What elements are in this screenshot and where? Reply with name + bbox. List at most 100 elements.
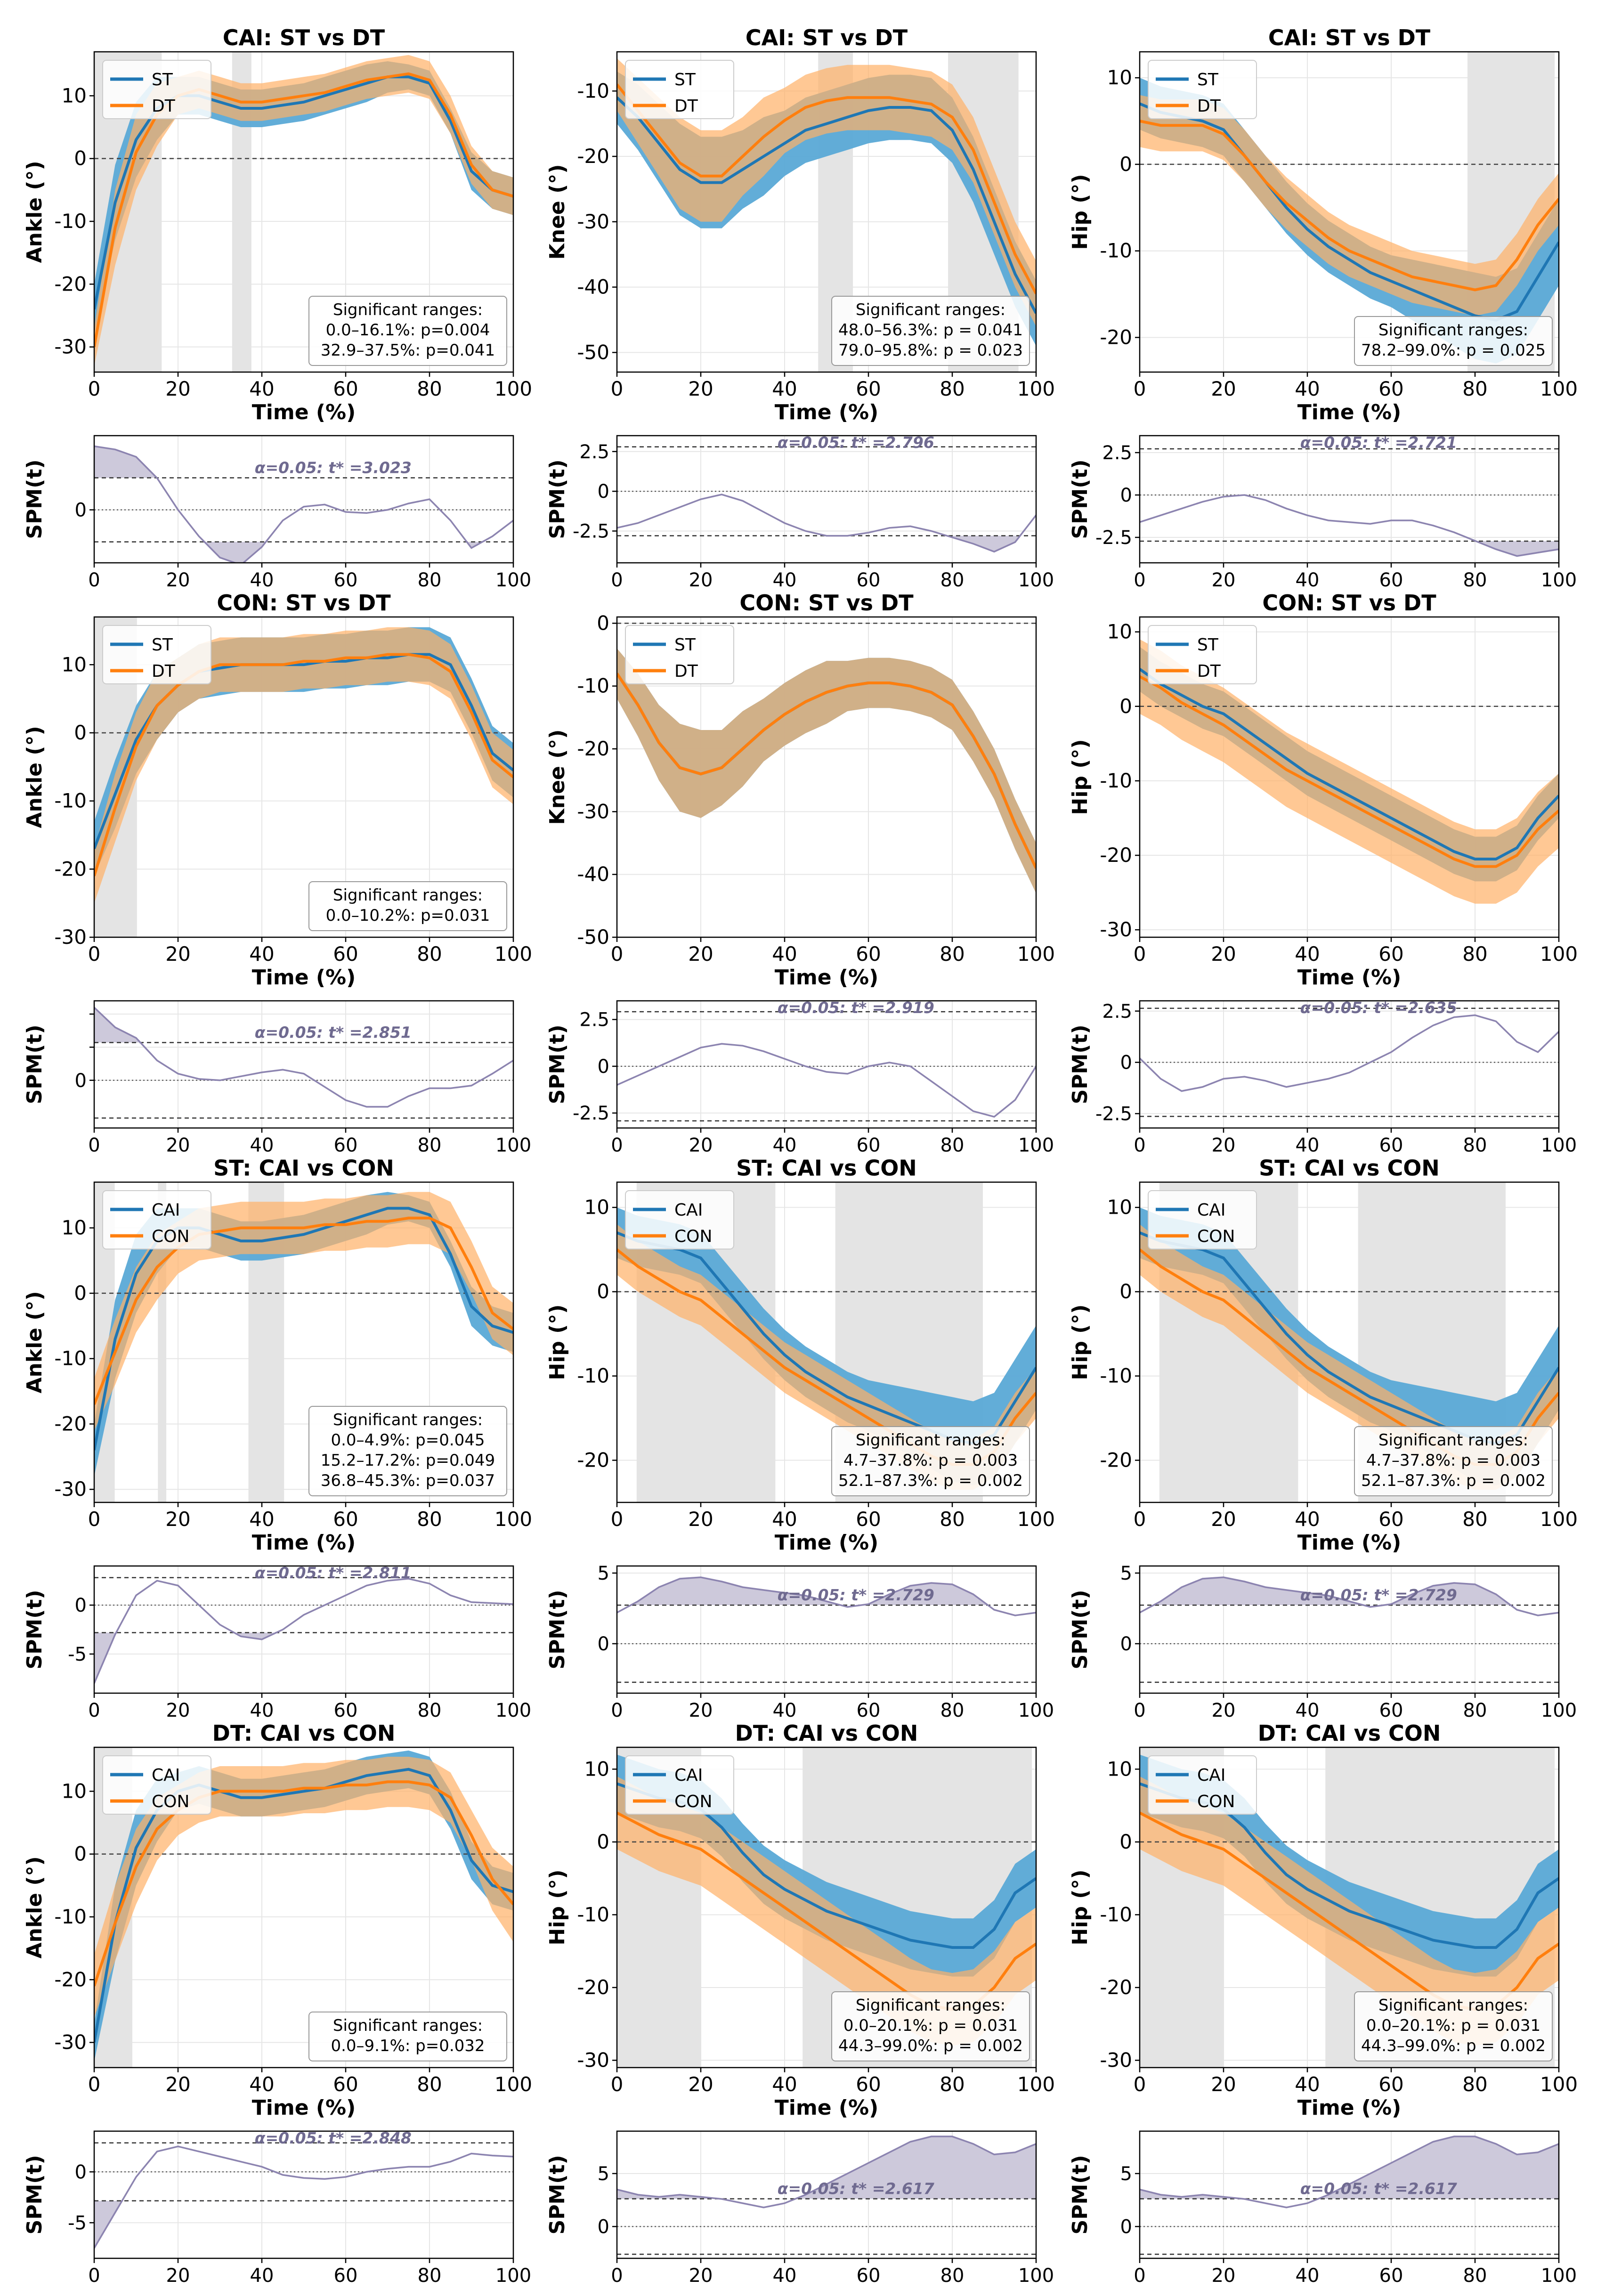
x-axis-label: Time (%): [775, 965, 878, 990]
panel-7-2: α=0.05: t* =2.617 0 20 40 60 80 100 0 5 SPM(t): [1068, 2130, 1577, 2287]
chart-title: CAI: ST vs DT: [223, 25, 385, 50]
legend-label-st: ST: [674, 635, 696, 655]
x-axis-label: Time (%): [1297, 400, 1401, 424]
x-tick-label: 60: [333, 942, 358, 965]
y-axis-label: Hip (°): [545, 1870, 569, 1946]
y-axis-label: Hip (°): [1068, 1870, 1092, 1946]
x-tick-label: 60: [334, 1700, 358, 1721]
y-tick-label: 0: [597, 1280, 609, 1303]
x-tick-label: 20: [689, 569, 713, 591]
significant-range-line: 0.0–9.1%: p=0.032: [331, 2036, 485, 2055]
panel-7-1: α=0.05: t* =2.617 0 20 40 60 80 100 0 5 SPM(t): [545, 2130, 1054, 2287]
x-tick-label: 80: [418, 2265, 442, 2287]
sd-band-dt: [1140, 639, 1559, 904]
x-axis-label: Time (%): [1297, 2096, 1401, 2120]
x-tick-label: 100: [1540, 377, 1578, 400]
legend-label-cai: CAI: [152, 1201, 180, 1220]
y-tick-label: -20: [1100, 1976, 1132, 1999]
y-tick-label: -40: [577, 863, 609, 886]
x-tick-label: 0: [611, 2073, 624, 2096]
axes-frame: [616, 435, 1037, 564]
y-axis-label: Ankle (°): [23, 1856, 47, 1958]
y-tick-label: -10: [1100, 1364, 1132, 1387]
x-tick-label: 100: [1017, 377, 1055, 400]
suprathreshold-cluster: [1140, 1577, 1559, 1606]
y-tick-label: 10: [584, 1196, 609, 1219]
x-tick-label: 60: [334, 1135, 358, 1156]
x-tick-label: 40: [773, 2265, 797, 2287]
plot-area: [94, 1566, 513, 1693]
significant-ranges-header: Significant ranges:: [1378, 1431, 1528, 1450]
x-tick-label: 40: [1295, 377, 1320, 400]
y-tick-label: 0: [597, 1830, 609, 1853]
x-tick-label: 40: [772, 377, 797, 400]
legend-label-dt: DT: [1197, 97, 1221, 116]
y-tick-label: -10: [577, 674, 609, 698]
significant-ranges-header: Significant ranges:: [1378, 321, 1528, 340]
significant-range-line: 0.0–20.1%: p = 0.031: [1366, 2016, 1540, 2035]
legend-label-st: ST: [152, 635, 173, 655]
axes-frame: [616, 51, 1037, 373]
y-tick-label: 0: [598, 1056, 609, 1078]
x-tick-label: 80: [940, 1700, 965, 1721]
legend-label-cai: CAI: [152, 1766, 180, 1785]
x-tick-label: 80: [940, 2265, 965, 2287]
axes-frame: [93, 2130, 514, 2259]
x-tick-label: 20: [689, 1700, 713, 1721]
axes-frame: [1139, 1565, 1560, 1694]
y-axis-label: Knee (°): [545, 164, 569, 260]
plot-area: [617, 617, 1036, 937]
plot-area: [617, 1566, 1036, 1693]
x-tick-label: 0: [611, 2265, 623, 2287]
y-tick-label: -30: [1100, 2049, 1132, 2072]
x-tick-label: 60: [1379, 1135, 1403, 1156]
y-tick-label: 0: [75, 2161, 87, 2183]
chart-title: CON: ST vs DT: [1262, 590, 1436, 616]
y-tick-label: 0: [74, 721, 87, 744]
x-tick-label: 80: [1462, 2073, 1487, 2096]
y-tick-label: -10: [54, 1347, 87, 1370]
legend-label-st: ST: [1197, 635, 1219, 655]
x-tick-label: 40: [772, 1508, 797, 1531]
y-tick-label: 0: [74, 147, 87, 170]
y-tick-label: -2.5: [1095, 527, 1132, 549]
y-tick-label: -50: [577, 925, 609, 949]
panel-2-0: 0 20 40 60 80 100 -30 -20 -10 0 10 Ankle (°) CON: ST…: [23, 590, 532, 990]
significant-ranges-header: Significant ranges:: [1378, 1996, 1528, 2015]
y-tick-label: -10: [577, 79, 609, 102]
y-tick-label: 0: [75, 500, 87, 521]
y-tick-label: 10: [62, 1779, 87, 1802]
axes-frame: [93, 1181, 514, 1503]
significant-ranges-box: [1354, 1991, 1553, 2061]
x-tick-label: 60: [1378, 377, 1403, 400]
significant-range-line: 52.1–87.3%: p = 0.002: [1361, 1471, 1546, 1490]
x-tick-label: 60: [856, 942, 881, 965]
x-tick-label: 40: [1296, 1700, 1320, 1721]
x-tick-label: 20: [1211, 942, 1236, 965]
panel-2-2: 0 20 40 60 80 100 -30 -20 -10 0 10 Hip (°) CON: ST v…: [1068, 590, 1578, 990]
chart-title: DT: CAI vs CON: [212, 1720, 396, 1746]
significant-ranges-box: [831, 1426, 1030, 1496]
x-tick-label: 60: [857, 1700, 881, 1721]
significant-ranges-header: Significant ranges:: [856, 1431, 1005, 1450]
plot-area: [1140, 436, 1559, 563]
x-tick-label: 0: [88, 942, 101, 965]
mean-line-dt: [1140, 675, 1559, 868]
panel-0-0: 0 20 40 60 80 100 -30 -20 -10 0 10 Ankle (°) CAI: ST…: [23, 25, 532, 424]
legend-label-cai: CAI: [674, 1766, 703, 1785]
legend-label-con: CON: [152, 1792, 189, 1811]
x-tick-label: 80: [417, 1508, 442, 1531]
sd-band-cai: [617, 1207, 1036, 1486]
y-tick-label: -10: [54, 789, 87, 812]
x-tick-label: 20: [688, 1508, 713, 1531]
y-tick-label: -20: [577, 737, 609, 760]
legend-label-dt: DT: [1197, 662, 1221, 681]
x-tick-label: 60: [1378, 942, 1403, 965]
y-tick-label: 0: [1119, 1830, 1132, 1853]
y-axis-label: SPM(t): [1068, 2155, 1092, 2235]
x-tick-label: 80: [940, 2073, 965, 2096]
spm-curve: [94, 1006, 513, 1108]
axes-frame: [616, 1746, 1037, 2069]
panel-5-0: α=0.05: t* =2.811 0 20 40 60 80 100 -5 0 SPM(t): [23, 1564, 531, 1721]
